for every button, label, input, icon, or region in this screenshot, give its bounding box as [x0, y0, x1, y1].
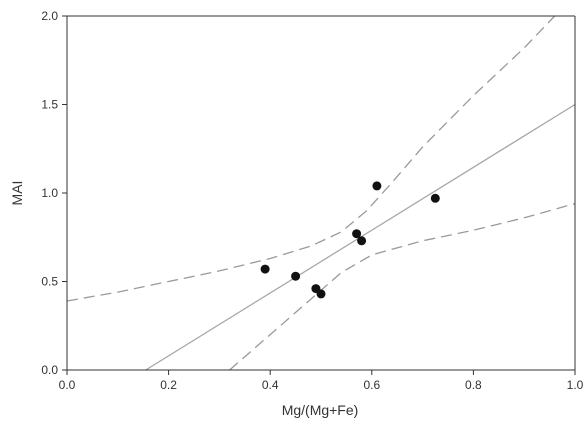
y-tick-label: 2.0 [41, 9, 58, 23]
data-point [430, 193, 440, 203]
x-tick-label: 1.0 [567, 378, 584, 392]
data-point [352, 229, 362, 239]
y-tick-label: 1.0 [41, 186, 58, 200]
confidence-band-upper [67, 16, 556, 302]
data-point [372, 181, 382, 191]
x-axis-title: Mg/(Mg+Fe) [282, 402, 359, 418]
y-tick-label: 0.5 [41, 275, 58, 289]
confidence-band-lower [229, 202, 575, 370]
x-tick-label: 0.4 [262, 378, 279, 392]
y-tick-label: 0.0 [41, 363, 58, 377]
x-tick-label: 0.6 [363, 378, 380, 392]
y-tick-label: 1.5 [41, 98, 58, 112]
data-point [260, 264, 270, 274]
data-point [357, 236, 367, 246]
axes [66, 15, 576, 371]
y-axis-title: MAI [9, 181, 25, 206]
tick-marks: 0.0 0.2 0.4 0.6 0.8 1.0 0.0 0.5 1.0 1.5 2.0 [41, 9, 583, 392]
x-tick-label: 0.8 [465, 378, 482, 392]
data-point [291, 271, 301, 281]
data-point [316, 289, 326, 299]
x-tick-label: 0.2 [160, 378, 177, 392]
x-tick-label: 0.0 [59, 378, 76, 392]
plot-area [67, 16, 575, 370]
